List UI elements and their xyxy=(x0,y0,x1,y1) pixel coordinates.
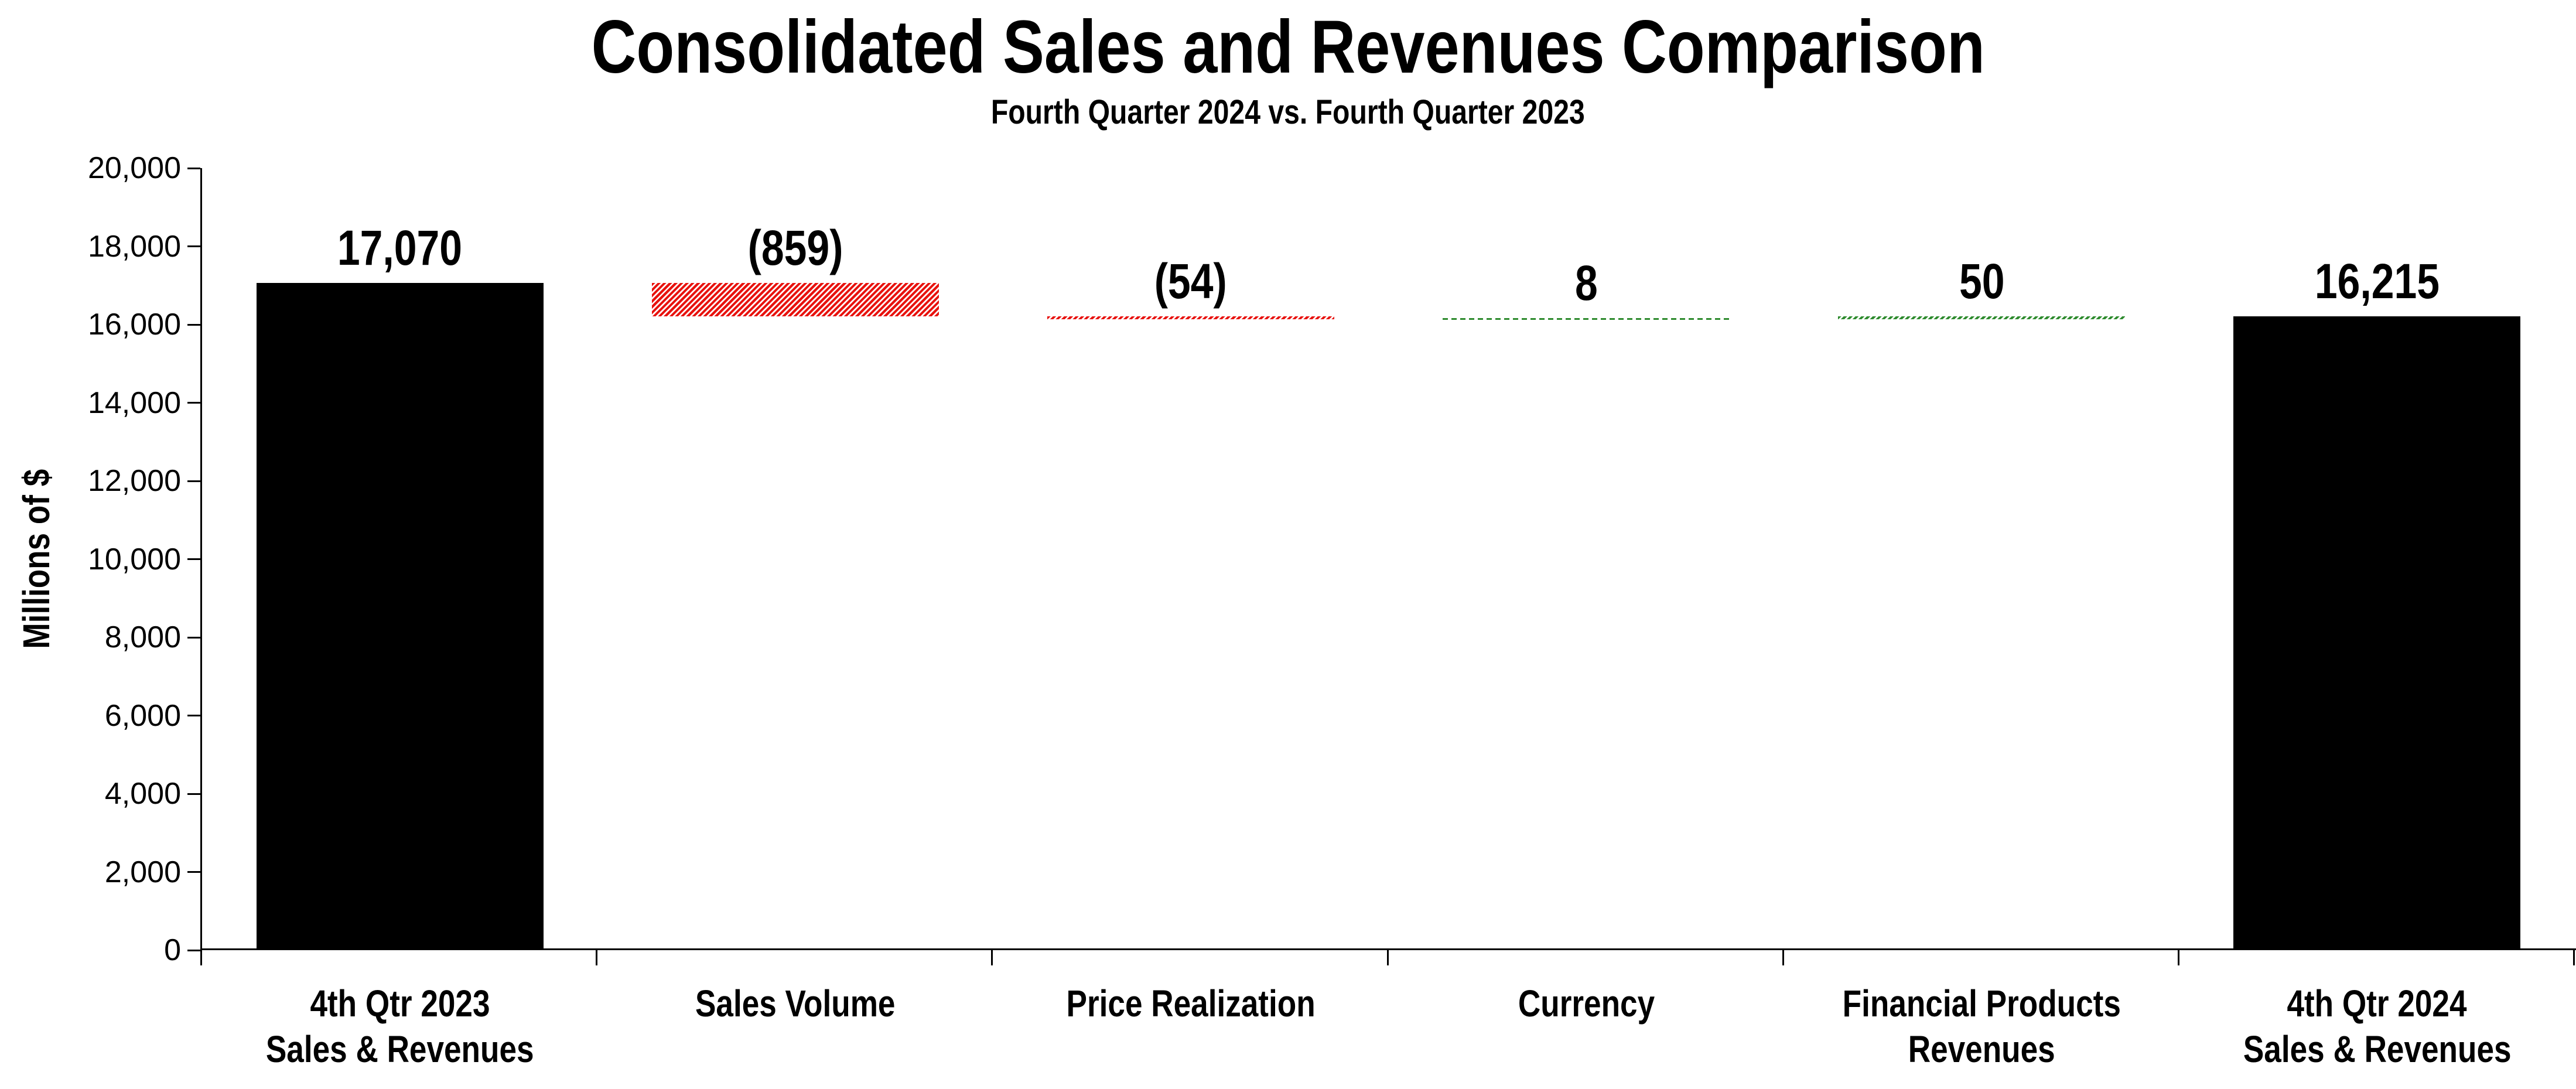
y-tick xyxy=(187,793,200,795)
x-category-label-line: Sales & Revenues xyxy=(2179,1026,2574,1072)
y-tick xyxy=(187,245,200,247)
y-tick-label: 10,000 xyxy=(87,542,181,576)
x-category-label-line: 4th Qtr 2024 xyxy=(2179,981,2574,1026)
x-category-label-line: Sales & Revenues xyxy=(203,1026,597,1072)
y-tick-label: 0 xyxy=(164,933,181,967)
y-tick xyxy=(187,949,200,951)
chart-subtitle: Fourth Quarter 2024 vs. Fourth Quarter 2… xyxy=(0,91,2576,134)
y-tick-label: 6,000 xyxy=(104,698,181,733)
bar-sales-volume xyxy=(651,282,939,316)
x-category-label-text: Financial Products xyxy=(1842,982,2121,1025)
x-category-label-text: Sales & Revenues xyxy=(2243,1028,2512,1070)
bar-value-label: 8 xyxy=(1393,257,1779,309)
chart-title-text: Consolidated Sales and Revenues Comparis… xyxy=(591,5,1985,89)
y-tick xyxy=(187,558,200,560)
bar-value-text: 16,215 xyxy=(2314,253,2440,309)
x-category-label: Currency xyxy=(1389,981,1784,1026)
x-tick xyxy=(596,950,598,965)
x-axis-line xyxy=(200,948,2576,950)
y-tick xyxy=(187,871,200,873)
bar-value-label: (859) xyxy=(602,222,989,274)
y-tick xyxy=(187,167,200,169)
bar-value-label: 50 xyxy=(1788,255,2175,307)
bar-financial-products-revenues xyxy=(1838,316,2126,319)
bar-value-text: 8 xyxy=(1574,255,1598,310)
y-tick-label: 18,000 xyxy=(87,229,181,264)
y-tick-label: 12,000 xyxy=(87,464,181,498)
y-tick xyxy=(187,636,200,639)
bar-4th-qtr-2023-sales-revenues xyxy=(256,282,544,950)
x-category-label-line: Financial Products xyxy=(1784,981,2179,1026)
x-category-label: Sales Volume xyxy=(598,981,993,1026)
y-tick-label: 14,000 xyxy=(87,385,181,420)
y-tick-label: 20,000 xyxy=(87,151,181,185)
y-tick xyxy=(187,323,200,326)
x-category-label: 4th Qtr 2023 Sales & Revenues xyxy=(203,981,597,1072)
x-tick xyxy=(1782,950,1784,965)
x-category-label-text: 4th Qtr 2023 xyxy=(310,982,490,1025)
bar-price-realization xyxy=(1047,316,1334,319)
bar-value-label: (54) xyxy=(997,255,1384,307)
x-category-label: 4th Qtr 2024 Sales & Revenues xyxy=(2179,981,2574,1072)
x-category-label-text: Price Realization xyxy=(1066,982,1316,1025)
x-category-label: Price Realization xyxy=(993,981,1388,1026)
bar-4th-qtr-2024-sales-revenues xyxy=(2233,316,2521,950)
y-tick xyxy=(187,715,200,716)
y-tick-label: 16,000 xyxy=(87,308,181,342)
x-category-label-line: Price Realization xyxy=(993,981,1388,1026)
x-category-label-text: Revenues xyxy=(1908,1028,2055,1070)
y-tick-label: 2,000 xyxy=(104,855,181,889)
bar-value-text: (859) xyxy=(747,220,843,275)
y-tick xyxy=(187,480,200,482)
x-tick xyxy=(991,950,993,965)
bar-currency xyxy=(1443,318,1730,320)
x-category-label-line: Currency xyxy=(1389,981,1784,1026)
x-tick xyxy=(1386,950,1389,965)
x-category-label-text: Currency xyxy=(1518,982,1655,1025)
bar-value-label: 17,070 xyxy=(207,222,593,274)
x-category-label: Financial Products Revenues xyxy=(1784,981,2179,1072)
bar-value-text: 50 xyxy=(1959,253,2005,309)
y-tick-label: 4,000 xyxy=(104,777,181,811)
y-tick xyxy=(187,402,200,404)
x-category-label-line: 4th Qtr 2023 xyxy=(203,981,597,1026)
chart-title: Consolidated Sales and Revenues Comparis… xyxy=(0,4,2576,91)
x-category-label-text: Sales & Revenues xyxy=(265,1028,534,1070)
chart-subtitle-text: Fourth Quarter 2024 vs. Fourth Quarter 2… xyxy=(991,93,1585,131)
x-category-label-line: Revenues xyxy=(1784,1026,2179,1072)
x-tick xyxy=(2177,950,2179,965)
bar-value-label: 16,215 xyxy=(2184,255,2570,307)
y-tick-label: 8,000 xyxy=(104,620,181,654)
bar-value-text: 17,070 xyxy=(337,220,463,275)
bar-value-text: (54) xyxy=(1154,253,1227,309)
x-category-label-line: Sales Volume xyxy=(598,981,993,1026)
x-category-label-text: Sales Volume xyxy=(695,982,896,1025)
y-axis-line xyxy=(200,168,202,965)
x-tick xyxy=(2573,950,2575,965)
x-category-label-text: 4th Qtr 2024 xyxy=(2287,982,2467,1025)
